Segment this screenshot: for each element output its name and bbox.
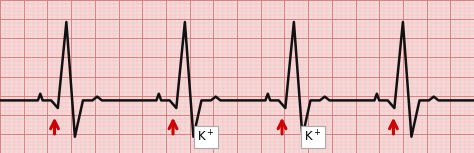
Text: K$^+$: K$^+$ bbox=[198, 129, 215, 144]
Text: K$^+$: K$^+$ bbox=[304, 129, 321, 144]
